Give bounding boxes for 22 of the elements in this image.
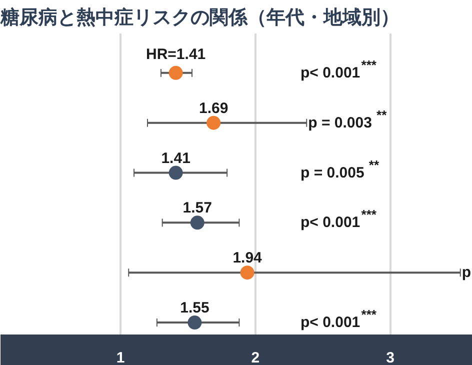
annotation: p = 0.005** (300, 157, 380, 182)
data-label: HR=1.41 (146, 46, 206, 63)
point (190, 216, 204, 230)
annotation: p = 0.003** (308, 107, 388, 132)
point (168, 166, 183, 180)
data-label: 1.55 (180, 300, 210, 317)
annotation: p (462, 264, 472, 282)
point (240, 266, 254, 280)
annotation: p< 0.001*** (300, 207, 378, 232)
data-label: 1.57 (182, 200, 212, 217)
x-tick-label: 1 (116, 350, 125, 365)
x-tick-label: 3 (386, 350, 394, 365)
chart-title: 糖尿病と熱中症リスクの関係（年代・地域別） (0, 6, 400, 28)
data-label: 1.94 (232, 250, 263, 267)
point (168, 66, 183, 80)
point (206, 116, 221, 130)
annotation: p< 0.001*** (300, 57, 378, 82)
data-label: 1.69 (198, 100, 228, 117)
data-label: 1.41 (161, 150, 190, 167)
point (188, 316, 202, 330)
annotation: p< 0.001*** (300, 307, 378, 332)
x-tick-label: 2 (251, 350, 260, 365)
